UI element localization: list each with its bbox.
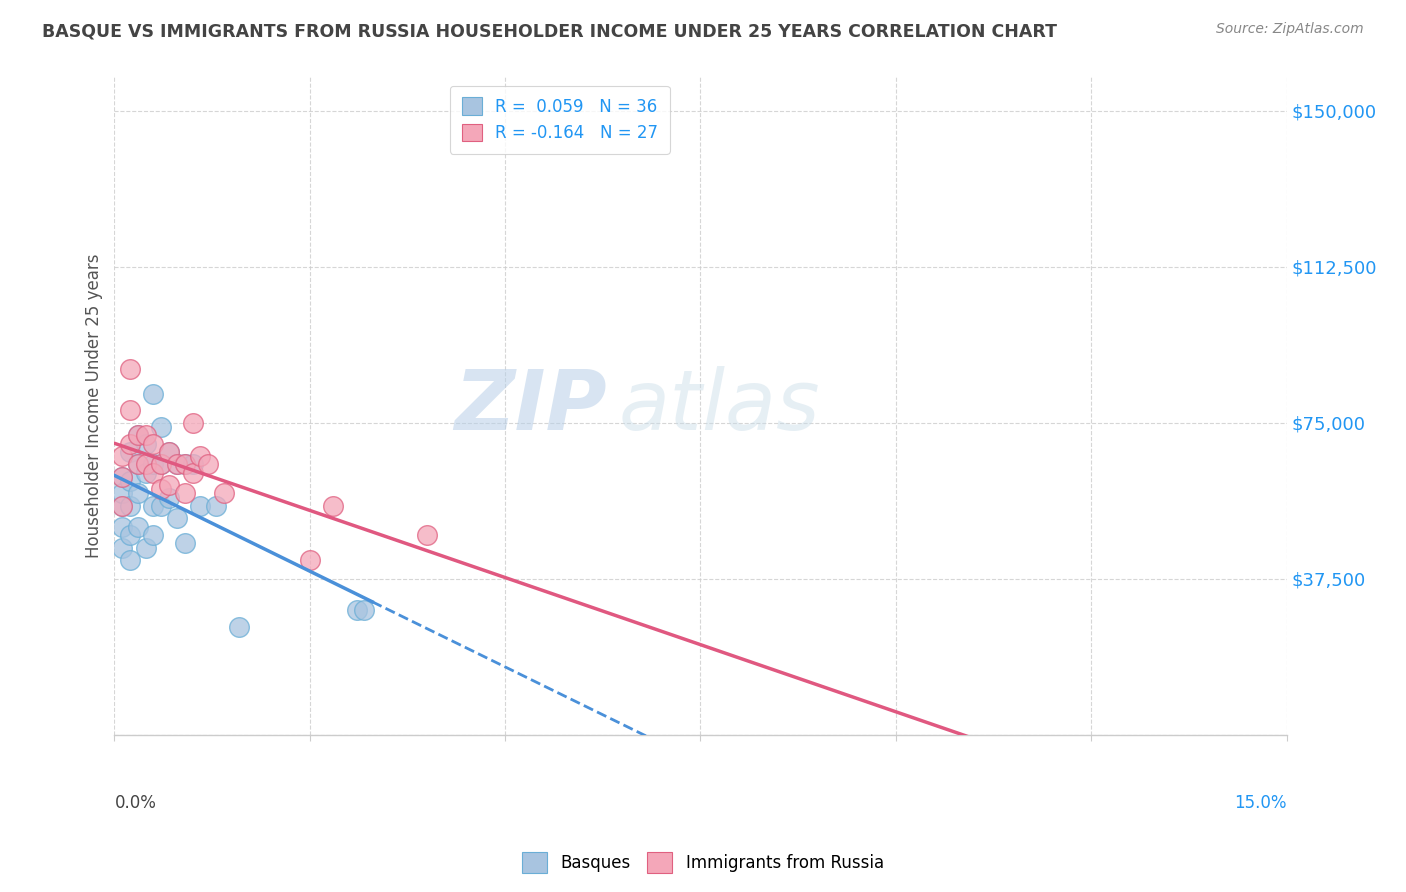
Point (157, 445, 180, 459)
Point (416, 528, 439, 542)
Point (166, 511, 188, 525)
Point (150, 483, 173, 497)
Text: atlas: atlas (619, 366, 820, 447)
Point (118, 403, 141, 417)
Point (150, 458, 173, 472)
Point (181, 416, 204, 430)
Point (190, 499, 212, 513)
Point (127, 428, 149, 442)
Point (111, 520, 134, 534)
Point (111, 499, 134, 513)
Point (118, 528, 141, 542)
Point (190, 449, 212, 463)
Point (212, 486, 235, 500)
Point (157, 478, 180, 492)
Text: BASQUE VS IMMIGRANTS FROM RUSSIA HOUSEHOLDER INCOME UNDER 25 YEARS CORRELATION C: BASQUE VS IMMIGRANTS FROM RUSSIA HOUSEHO… (42, 22, 1057, 40)
Point (142, 436, 165, 450)
Point (142, 466, 165, 480)
Point (118, 499, 141, 513)
Point (135, 466, 157, 480)
Point (197, 458, 219, 472)
Text: 15.0%: 15.0% (1234, 794, 1286, 812)
Point (142, 458, 165, 472)
Point (118, 445, 141, 459)
Point (111, 470, 134, 484)
Point (118, 553, 141, 567)
Point (150, 420, 173, 434)
Point (127, 486, 149, 500)
Point (157, 445, 180, 459)
Point (127, 520, 149, 534)
Point (111, 541, 134, 555)
Point (150, 499, 173, 513)
Point (142, 499, 165, 513)
Point (157, 491, 180, 505)
Point (166, 458, 188, 472)
Point (353, 603, 375, 617)
Point (150, 458, 173, 472)
Point (181, 458, 204, 472)
Point (173, 458, 195, 472)
Point (118, 361, 141, 376)
Point (135, 458, 157, 472)
Text: Source: ZipAtlas.com: Source: ZipAtlas.com (1216, 22, 1364, 37)
Point (228, 619, 250, 633)
Point (127, 428, 149, 442)
Point (298, 553, 321, 567)
Point (111, 499, 134, 513)
Text: 0.0%: 0.0% (114, 794, 156, 812)
Point (111, 470, 134, 484)
Text: ZIP: ZIP (454, 366, 607, 447)
Point (127, 458, 149, 472)
Point (118, 474, 141, 488)
Point (135, 541, 157, 555)
Legend: Basques, Immigrants from Russia: Basques, Immigrants from Russia (516, 846, 890, 880)
Point (173, 486, 195, 500)
Point (346, 603, 368, 617)
Point (127, 458, 149, 472)
Point (142, 386, 165, 401)
Point (181, 466, 204, 480)
Point (118, 436, 141, 450)
Point (322, 499, 344, 513)
Point (111, 486, 134, 500)
Point (173, 458, 195, 472)
Point (135, 436, 157, 450)
Point (111, 449, 134, 463)
Point (173, 536, 195, 550)
Point (142, 528, 165, 542)
Point (205, 499, 228, 513)
Y-axis label: Householder Income Under 25 years: Householder Income Under 25 years (86, 254, 103, 558)
Point (135, 428, 157, 442)
Legend: R =  0.059   N = 36, R = -0.164   N = 27: R = 0.059 N = 36, R = -0.164 N = 27 (450, 86, 669, 153)
Point (166, 458, 188, 472)
